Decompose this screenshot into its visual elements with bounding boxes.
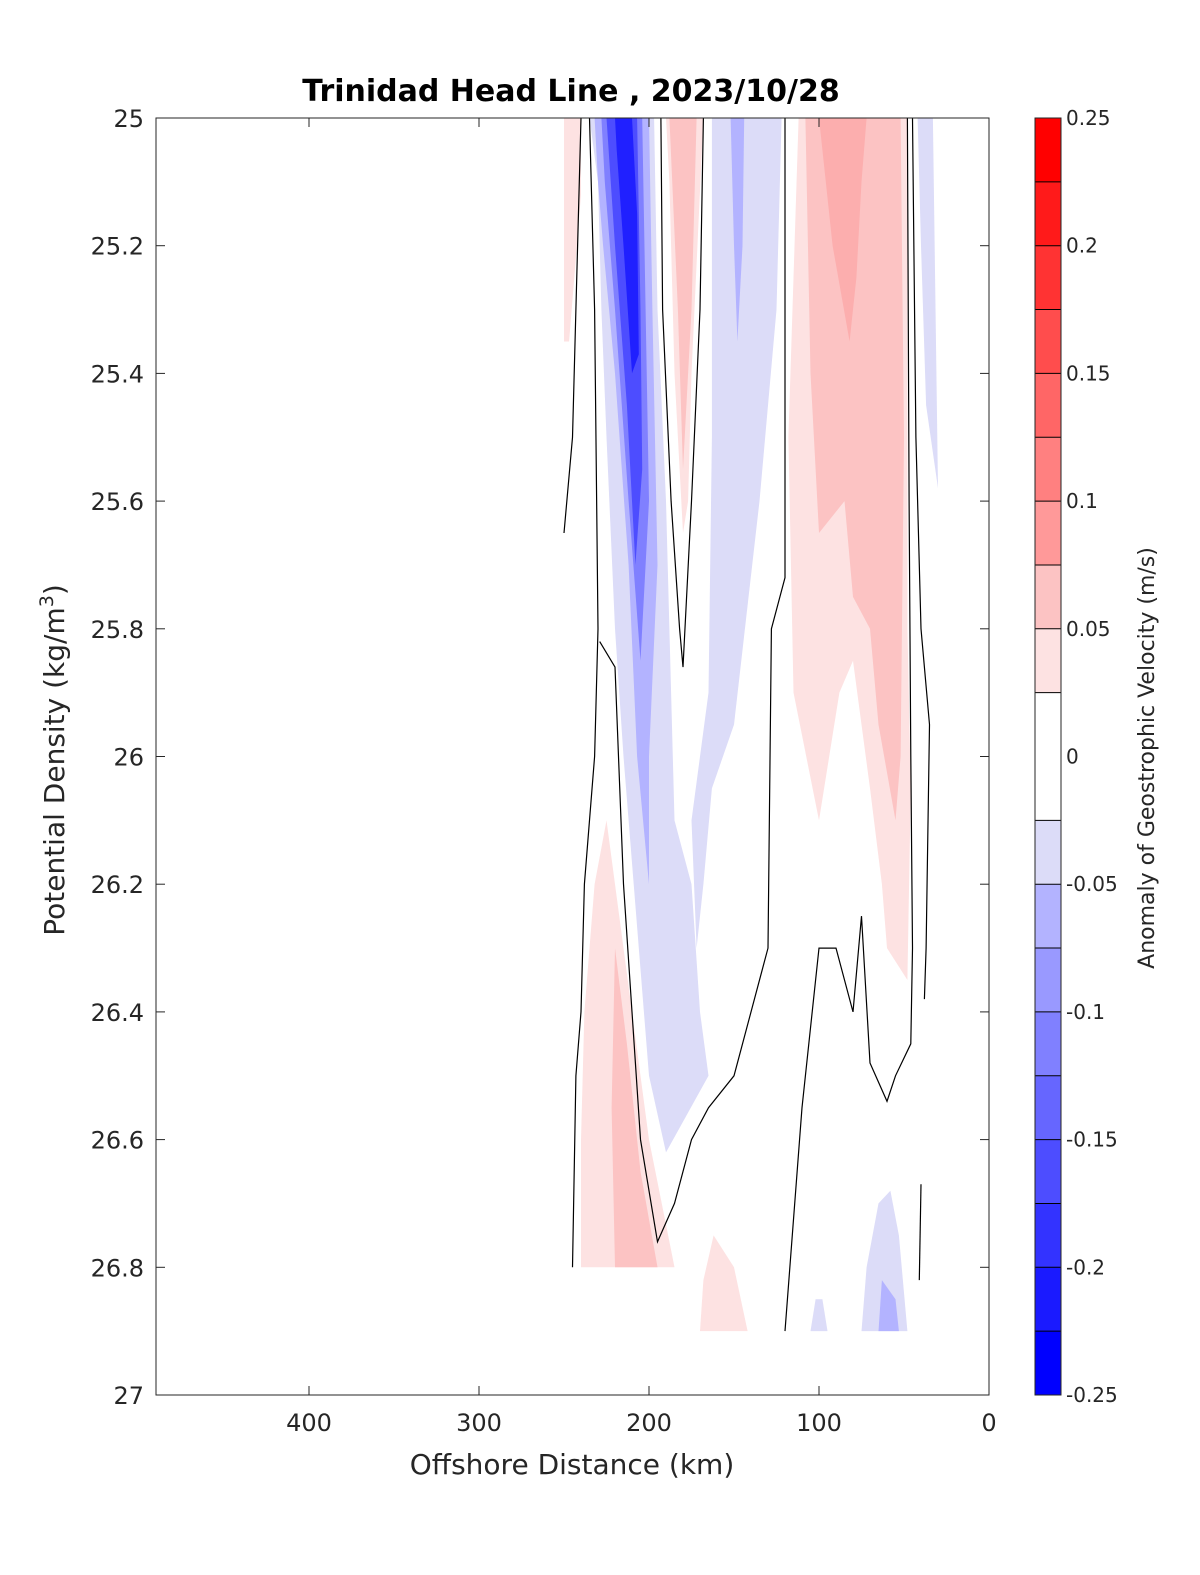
y-tick-label: 27 [113, 1382, 144, 1410]
contour-region-red-nearshore-core [819, 118, 867, 342]
colorbar-band [1035, 564, 1061, 629]
contour-region-blue-wedge-mid [730, 118, 745, 342]
filled-contours [564, 118, 938, 1332]
y-tick-label: 26.8 [91, 1254, 144, 1282]
colorbar-band [1035, 437, 1061, 502]
colorbar-band [1035, 1011, 1061, 1076]
colorbar-tick-label: 0.25 [1066, 106, 1111, 130]
colorbar-band [1035, 628, 1061, 693]
x-tick-label: 100 [796, 1409, 842, 1437]
zero-contour-mid-loop [599, 118, 786, 1244]
y-tick-label: 25.2 [91, 233, 144, 261]
y-tick-label: 26.6 [91, 1127, 144, 1155]
colorbar-band [1035, 181, 1061, 246]
colorbar-band [1035, 692, 1061, 821]
colorbar-tick-label: -0.2 [1066, 1255, 1105, 1279]
colorbar-band [1035, 373, 1061, 438]
colorbar-tick-label: 0.05 [1066, 617, 1111, 641]
chart-title: Trinidad Head Line , 2023/10/28 [302, 74, 839, 109]
zero-contour-nearshore-bend [784, 118, 914, 1332]
contour-region-blue-core-max [615, 118, 639, 374]
colorbar-band [1035, 1331, 1061, 1395]
y-axis-title-close: ) [38, 584, 71, 595]
zero-contour-coastal-deep [918, 1184, 922, 1281]
x-tick-label: 0 [981, 1409, 996, 1437]
colorbar-band [1035, 1267, 1061, 1332]
colorbar-tick-label: -0.25 [1066, 1383, 1118, 1407]
y-tick-label: 25.6 [91, 488, 144, 516]
y-tick-label: 25.4 [91, 360, 144, 388]
colorbar-tick-label: -0.05 [1066, 872, 1118, 896]
colorbar-frame [1034, 117, 1062, 1396]
colorbar-band [1035, 1075, 1061, 1140]
y-axis-title-superscript: 3 [36, 595, 58, 607]
contour-region-red-nearshore-mid [805, 118, 904, 821]
colorbar-band [1035, 884, 1061, 949]
contour-region-blue-deep-small [810, 1299, 828, 1332]
contour-region-blue-coastal-strip [917, 118, 938, 489]
x-tick-label: 300 [456, 1409, 502, 1437]
colorbar-band [1035, 820, 1061, 885]
x-tick-label: 400 [286, 1409, 332, 1437]
zero-contour-nearshore [911, 118, 931, 1000]
y-axis-title-main: Potential Density (kg/m [38, 607, 71, 936]
y-axis: 25 25.2 25.4 25.6 25.8 26 26.2 26.4 26.6 26.8 27 [91, 105, 989, 1410]
colorbar-band [1035, 1139, 1061, 1204]
y-tick-label: 26.4 [91, 999, 144, 1027]
y-tick-label: 26 [113, 744, 144, 772]
colorbar-band [1035, 245, 1061, 310]
y-tick-label: 26.2 [91, 871, 144, 899]
colorbar-tick-label: -0.1 [1066, 1000, 1105, 1024]
colorbar-band [1035, 118, 1061, 182]
x-axis-title: Offshore Distance (km) [410, 1448, 735, 1481]
colorbar-tick-label: -0.15 [1066, 1128, 1118, 1152]
contour-region-red-deep-offshore-mid [611, 948, 658, 1268]
zero-contour-offshore-upper [563, 118, 582, 534]
colorbar-title: Anomaly of Geostrophic Velocity (m/s) [1135, 547, 1160, 969]
colorbar-band [1035, 501, 1061, 565]
contour-region-red-deep-mid [700, 1235, 748, 1332]
colorbar: 0.25 0.2 0.15 0.1 0.05 0 -0.05 -0.1 -0.15 -0.2 -0.… [1034, 106, 1118, 1407]
y-tick-label: 25 [113, 105, 144, 133]
x-tick-label: 200 [626, 1409, 672, 1437]
colorbar-band [1035, 948, 1061, 1012]
y-tick-label: 25.8 [91, 616, 144, 644]
colorbar-tick-label: 0 [1066, 745, 1079, 769]
zero-contour-core-east [660, 118, 704, 668]
contour-region-red-deep-offshore [581, 820, 675, 1268]
contour-region-red-wedge-upper-mid [669, 118, 697, 470]
zero-contours [563, 118, 931, 1332]
zero-contour-core-west [571, 118, 599, 1268]
contour-region-blue-wedge [691, 118, 782, 949]
colorbar-tick-label: 0.2 [1066, 234, 1098, 258]
contour-region-blue-deep-nearshore [861, 1190, 908, 1332]
colorbar-band [1035, 1203, 1061, 1268]
contour-region-blue-deep-nearshore-mid [878, 1280, 899, 1332]
x-axis: 400 300 200 100 0 [286, 118, 997, 1437]
colorbar-band [1035, 309, 1061, 374]
contour-region-red-strip-far-offshore [564, 118, 581, 342]
y-axis-title: Potential Density (kg/m3) [36, 584, 71, 936]
colorbar-tick-label: 0.15 [1066, 361, 1111, 385]
colorbar-tick-label: 0.1 [1066, 489, 1098, 513]
